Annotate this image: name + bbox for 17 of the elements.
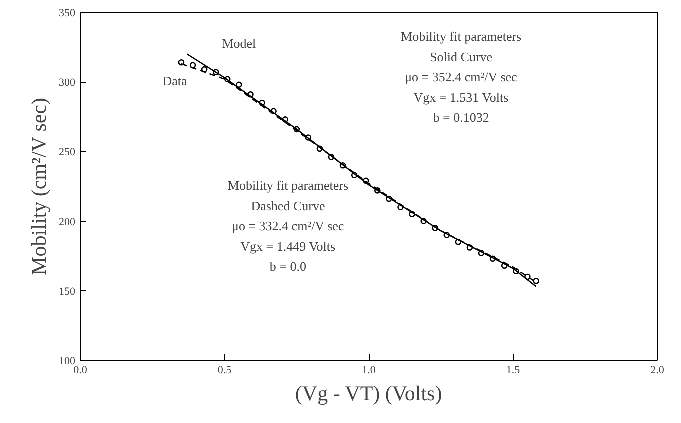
y-axis-title: Mobility (cm²/V sec)	[27, 98, 51, 276]
annotation: Mobility fit parameters Dashed Curve μo = 332.4 cm²/V sec Vgx = 1.449 Volts b = 0.0	[228, 178, 349, 274]
y-tick-label: 250	[59, 146, 76, 159]
x-tick-label: 0.5	[218, 364, 232, 376]
series-label: Data	[162, 74, 188, 89]
annotation: Model	[222, 36, 257, 52]
y-tick-label: 150	[59, 286, 76, 298]
y-tick-label: 200	[59, 216, 76, 228]
y-tick-label: 350	[59, 8, 76, 20]
x-tick-label: 1.0	[362, 364, 376, 376]
x-tick-label: 1.5	[506, 364, 521, 376]
y-tick-label: 100	[59, 356, 76, 368]
x-tick-label: 2.0	[650, 364, 665, 376]
x-axis-title: (Vg - VT) (Volts)	[295, 382, 442, 406]
y-tick-label: 300	[59, 77, 76, 90]
annotation: Mobility fit parameters Solid Curve μo = 352.4 cm²/V sec Vgx = 1.531 Volts b = 0.1032	[401, 29, 522, 126]
x-tick-label: 0.0	[74, 364, 88, 376]
